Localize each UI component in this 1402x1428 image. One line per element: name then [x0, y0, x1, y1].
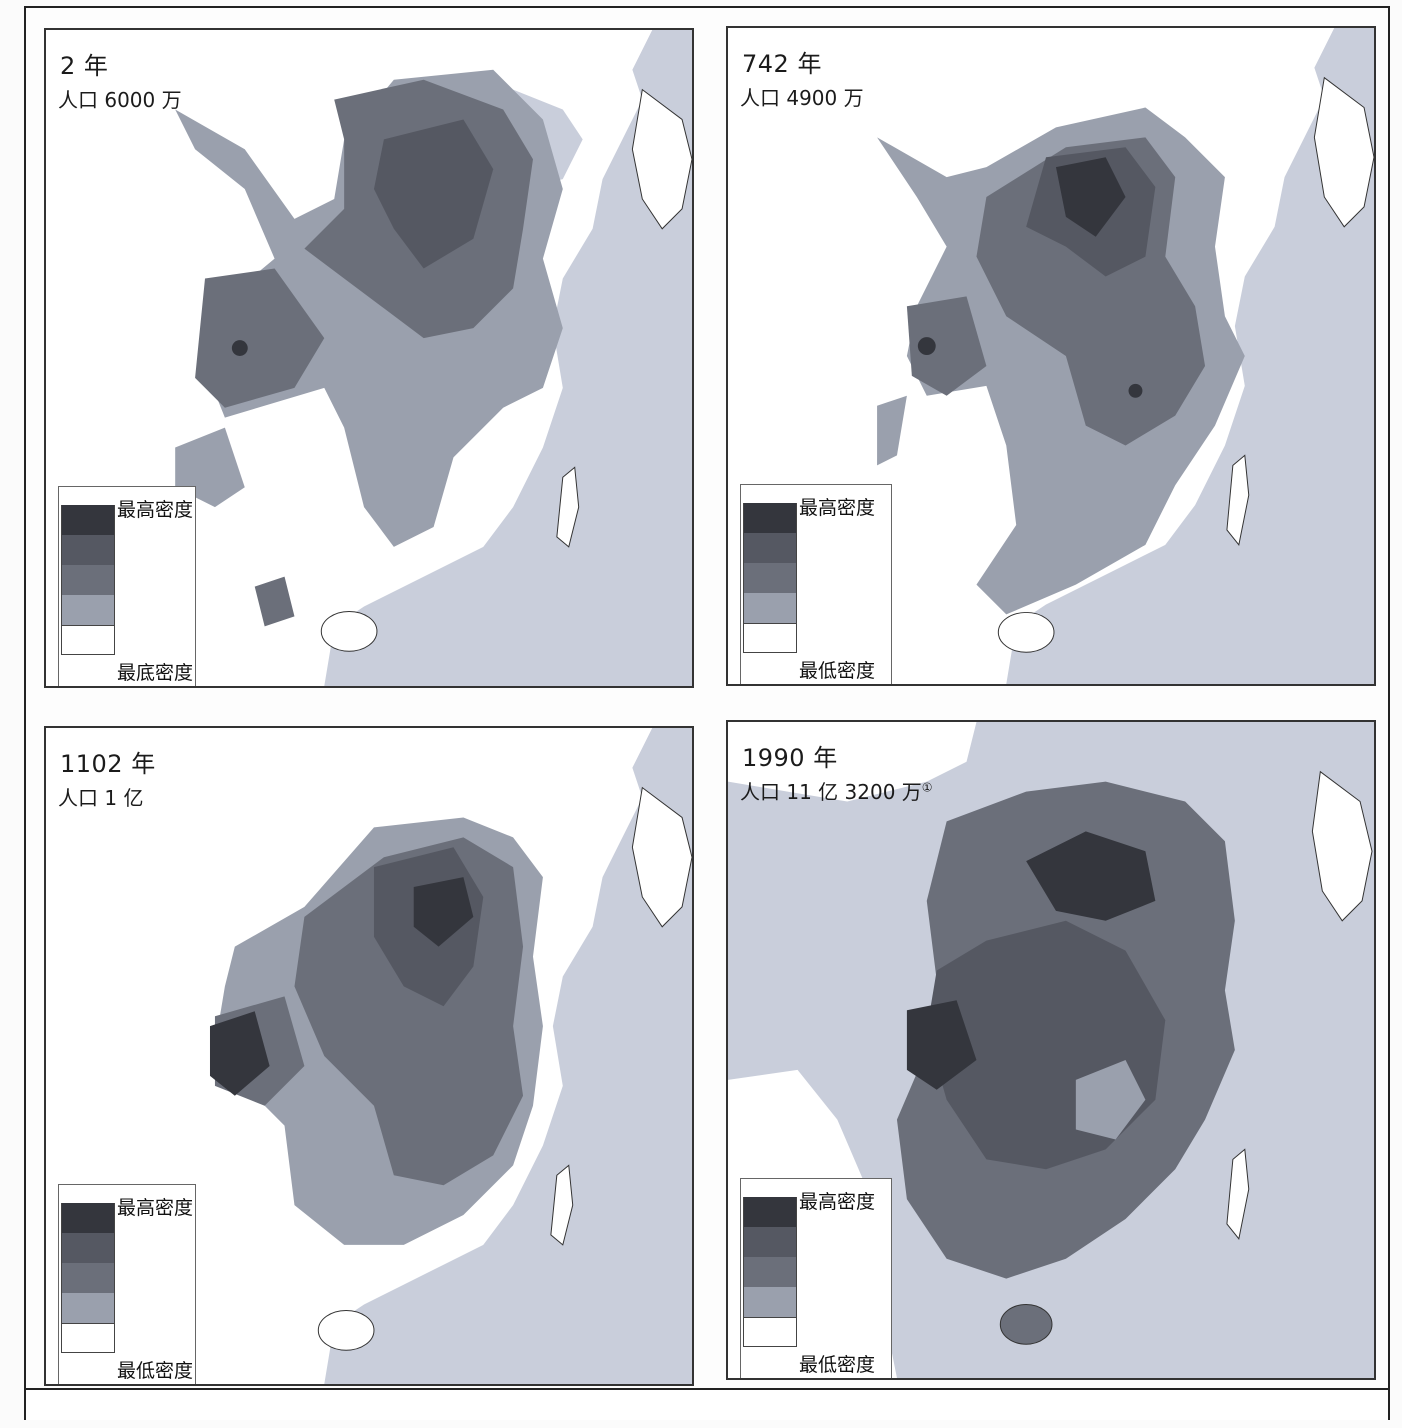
taiwan-island — [550, 1164, 574, 1246]
korea-peninsula — [631, 88, 692, 230]
footnote-mark: ① — [921, 780, 933, 795]
density-legend: 最高密度 最底密度 — [58, 486, 196, 686]
map-title: 742 年 — [742, 50, 822, 78]
map-title: 1990 年 — [742, 744, 838, 772]
hainan-island — [999, 1303, 1053, 1345]
legend-swatch-highest — [743, 1197, 797, 1227]
density-legend: 最高密度 最低密度 — [740, 484, 892, 684]
legend-swatch-level4 — [743, 533, 797, 563]
map-title: 1102 年 — [60, 750, 156, 778]
legend-swatch-level3 — [61, 1263, 115, 1293]
legend-swatch-level3 — [61, 565, 115, 595]
legend-low-label: 最低密度 — [799, 1354, 876, 1376]
sea-area — [324, 30, 692, 686]
legend-swatch-lowest — [61, 1323, 115, 1353]
map-panel-year-1990: 1990 年 人口 11 亿 3200 万① 最高密度 最低密度 — [726, 720, 1376, 1380]
legend-swatch-lowest — [743, 623, 797, 653]
legend-swatch-level4 — [743, 1227, 797, 1257]
legend-high-label: 最高密度 — [799, 1191, 876, 1213]
legend-swatch-level4 — [61, 1233, 115, 1263]
legend-swatch-level2 — [743, 1287, 797, 1317]
land-area-northwest — [728, 722, 977, 802]
legend-swatch-level3 — [743, 563, 797, 593]
population-label: 人口 11 亿 3200 万① — [740, 776, 933, 805]
map-panel-year-2: 2 年 人口 6000 万 最高密度 最底密度 — [44, 28, 694, 688]
population-value: 人口 11 亿 3200 万 — [740, 780, 922, 804]
legend-swatch-highest — [743, 503, 797, 533]
legend-low-label: 最底密度 — [117, 662, 194, 684]
legend-swatch-level4 — [61, 535, 115, 565]
legend-swatch-level2 — [61, 1293, 115, 1323]
taiwan-island — [1226, 1148, 1250, 1240]
legend-high-label: 最高密度 — [799, 497, 876, 519]
legend-swatch-highest — [61, 1203, 115, 1233]
korea-peninsula — [631, 786, 692, 928]
korea-peninsula — [1313, 76, 1374, 228]
hainan-island — [317, 1309, 375, 1351]
density-map-year-1990 — [728, 722, 1374, 1378]
population-label: 人口 4900 万 — [740, 86, 864, 110]
legend-swatch-lowest — [743, 1317, 797, 1347]
legend-low-label: 最低密度 — [117, 1360, 194, 1382]
map-title: 2 年 — [60, 52, 109, 80]
legend-swatch-level2 — [61, 595, 115, 625]
taiwan-island — [1226, 454, 1250, 546]
hainan-island — [997, 611, 1055, 653]
map-panel-year-1102: 1102 年 人口 1 亿 最高密度 最低密度 — [44, 726, 694, 1386]
population-label: 人口 6000 万 — [58, 88, 182, 112]
population-label: 人口 1 亿 — [58, 786, 144, 810]
taiwan-island — [556, 466, 580, 548]
density-legend: 最高密度 最低密度 — [58, 1184, 196, 1384]
korea-peninsula — [1311, 770, 1373, 922]
sea-area — [1006, 28, 1374, 684]
density-legend: 最高密度 最低密度 — [740, 1178, 892, 1378]
legend-high-label: 最高密度 — [117, 1197, 194, 1219]
legend-swatch-level3 — [743, 1257, 797, 1287]
legend-swatch-highest — [61, 505, 115, 535]
sea-area — [324, 728, 692, 1384]
hainan-island — [320, 610, 378, 652]
map-panel-year-742: 742 年 人口 4900 万 最高密度 最低密度 — [726, 26, 1376, 686]
caption-strip — [26, 1388, 1388, 1420]
legend-swatch-lowest — [61, 625, 115, 655]
legend-high-label: 最高密度 — [117, 499, 194, 521]
legend-swatch-level2 — [743, 593, 797, 623]
legend-low-label: 最低密度 — [799, 660, 876, 682]
